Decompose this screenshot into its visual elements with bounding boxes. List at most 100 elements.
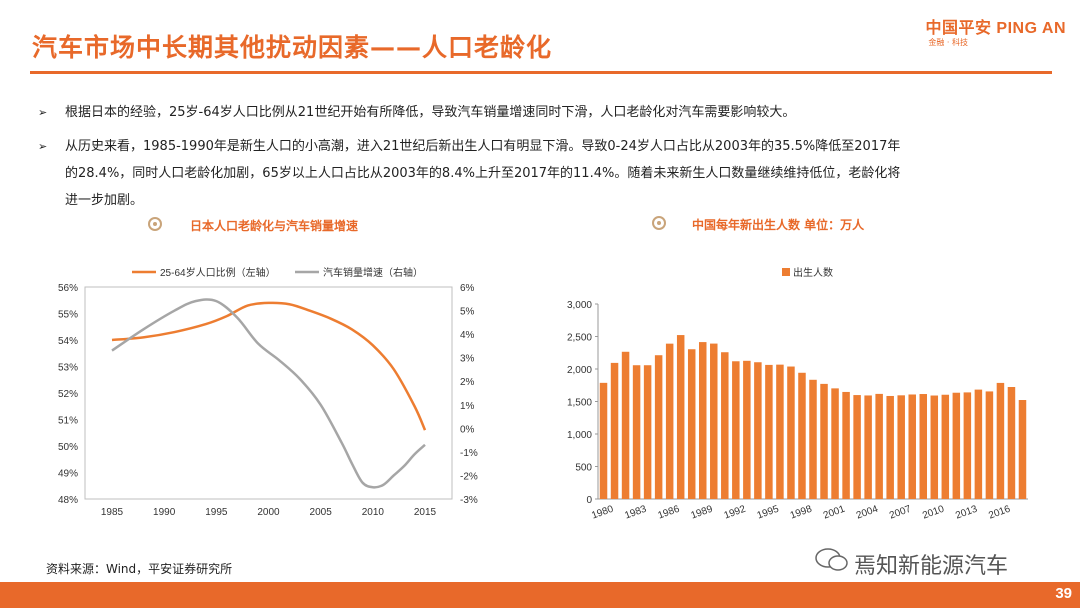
x-tick-label: 2000 bbox=[257, 507, 280, 518]
x-tick-label: 2001 bbox=[822, 504, 847, 522]
x-tick-label: 2004 bbox=[855, 504, 880, 522]
series-line bbox=[111, 301, 427, 431]
y-tick-label: 2,000 bbox=[567, 365, 592, 376]
right-chart-title: 中国每年新出生人数 单位：万人 bbox=[692, 218, 865, 232]
bar bbox=[897, 395, 905, 499]
bar bbox=[930, 395, 939, 499]
x-tick-label: 1983 bbox=[623, 504, 648, 522]
bar bbox=[665, 343, 674, 499]
bar bbox=[798, 372, 806, 499]
bar bbox=[963, 392, 972, 499]
bar bbox=[599, 382, 608, 499]
y-tick-label: 3,000 bbox=[567, 300, 592, 311]
x-tick-label: 2013 bbox=[954, 504, 979, 522]
bar bbox=[721, 352, 729, 499]
y-right-tick-label: 6% bbox=[460, 283, 475, 294]
page-number: 39 bbox=[1055, 585, 1072, 602]
bar bbox=[654, 355, 663, 499]
bullet-arrow-icon: ➢ bbox=[38, 140, 48, 153]
x-tick-label: 1980 bbox=[590, 504, 615, 522]
y-left-tick-label: 52% bbox=[58, 389, 78, 400]
source-note: 资料来源：Wind，平安证券研究所 bbox=[46, 562, 233, 576]
y-left-tick-label: 56% bbox=[58, 283, 78, 294]
bar bbox=[941, 394, 950, 499]
bar bbox=[610, 362, 619, 499]
y-right-tick-label: 5% bbox=[460, 307, 475, 318]
bar bbox=[676, 335, 685, 499]
bar bbox=[687, 349, 696, 499]
bar bbox=[809, 379, 817, 499]
x-tick-label: 1992 bbox=[723, 504, 748, 522]
x-tick-label: 1998 bbox=[789, 504, 814, 522]
bar bbox=[632, 365, 641, 499]
bar bbox=[864, 395, 872, 499]
x-tick-label: 2007 bbox=[888, 504, 913, 522]
legend-label: 汽车销量增速（右轴） bbox=[323, 266, 423, 279]
y-right-tick-label: -3% bbox=[460, 495, 478, 506]
left-chart-title: 日本人口老龄化与汽车销量增速 bbox=[190, 219, 359, 233]
x-tick-label: 2005 bbox=[310, 507, 333, 518]
bar bbox=[698, 342, 707, 499]
x-tick-label: 2016 bbox=[987, 504, 1012, 522]
legend-label: 25-64岁人口比例（左轴） bbox=[160, 266, 276, 279]
y-right-tick-label: 4% bbox=[460, 330, 475, 341]
plot-frame bbox=[84, 286, 453, 500]
y-right-tick-label: 3% bbox=[460, 354, 475, 365]
brand-tagline: 金融 · 科技 bbox=[928, 38, 968, 47]
bar bbox=[831, 388, 839, 499]
bar bbox=[787, 366, 795, 499]
section-marker-icon bbox=[652, 216, 666, 230]
x-tick-label: 1985 bbox=[101, 507, 124, 518]
bullet-arrow-icon: ➢ bbox=[38, 106, 48, 119]
bar bbox=[621, 351, 630, 499]
y-left-tick-label: 48% bbox=[58, 495, 78, 506]
bar bbox=[820, 383, 828, 499]
line-chart: 48% 49% 50% 51% 52% 53% 54% 55% 56% -3% -2% -1% 0% 1%… bbox=[58, 266, 478, 518]
section-marker-icon bbox=[148, 217, 162, 231]
y-right-tick-label: 2% bbox=[460, 377, 475, 388]
bar bbox=[908, 394, 916, 499]
y-tick-label: 2,500 bbox=[567, 333, 592, 344]
y-right-tick-label: -2% bbox=[460, 471, 478, 482]
y-left-tick-label: 54% bbox=[58, 336, 78, 347]
bar bbox=[996, 382, 1005, 499]
bar bbox=[1018, 400, 1027, 499]
y-tick-label: 0 bbox=[586, 495, 592, 506]
bar bbox=[765, 364, 773, 499]
footer-bar bbox=[0, 582, 1080, 608]
legend-label: 出生人数 bbox=[793, 266, 833, 279]
bar bbox=[776, 364, 784, 499]
bar bbox=[842, 391, 850, 499]
bar bbox=[875, 393, 883, 499]
x-tick-label: 1990 bbox=[153, 507, 176, 518]
bullet-text: 进一步加剧。 bbox=[65, 193, 144, 208]
title-divider bbox=[30, 71, 1052, 74]
y-tick-label: 500 bbox=[575, 463, 592, 474]
legend-swatch bbox=[782, 268, 790, 276]
y-left-tick-label: 51% bbox=[58, 416, 78, 427]
bar bbox=[754, 362, 762, 499]
y-left-tick-label: 50% bbox=[58, 442, 78, 453]
bar bbox=[974, 389, 983, 499]
x-tick-label: 1986 bbox=[656, 504, 681, 522]
y-tick-label: 1,500 bbox=[567, 398, 592, 409]
bullet-text: 根据日本的经验，25岁-64岁人口比例从21世纪开始有所降低，导致汽车销量增速同… bbox=[65, 105, 796, 120]
x-tick-label: 1995 bbox=[756, 504, 781, 522]
y-left-tick-label: 53% bbox=[58, 363, 78, 374]
x-tick-label: 2010 bbox=[921, 504, 946, 522]
bar bbox=[1007, 387, 1016, 499]
bar bbox=[732, 361, 740, 499]
watermark: 焉知新能源汽车 bbox=[854, 554, 1009, 579]
x-tick-label: 1995 bbox=[205, 507, 228, 518]
series-line bbox=[111, 298, 426, 489]
y-tick-label: 1,000 bbox=[567, 430, 592, 441]
x-tick-label: 1989 bbox=[690, 504, 715, 522]
y-left-tick-label: 55% bbox=[58, 310, 78, 321]
x-tick-label: 2010 bbox=[362, 507, 385, 518]
bar bbox=[743, 360, 751, 499]
brand-logo: 中国平安 PING AN bbox=[925, 20, 1066, 37]
bar bbox=[886, 395, 894, 499]
y-right-tick-label: -1% bbox=[460, 448, 478, 459]
wechat-icon bbox=[815, 548, 848, 571]
x-tick-label: 2015 bbox=[414, 507, 437, 518]
